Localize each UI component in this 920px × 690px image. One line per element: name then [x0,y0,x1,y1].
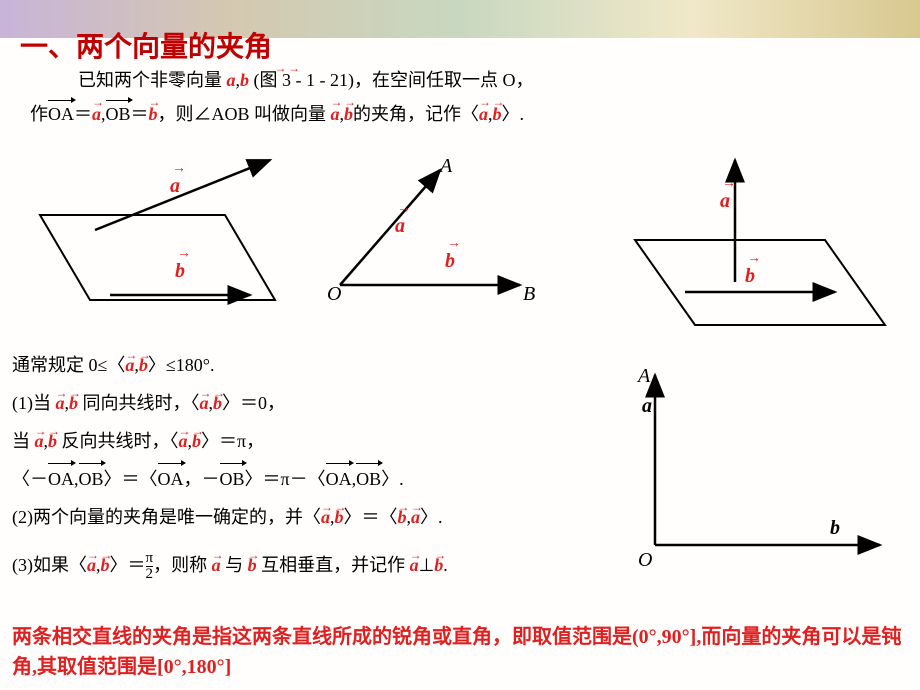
text: 〈－ [12,469,48,489]
vector-ob: OB [220,461,245,497]
text: 〉. [381,469,404,489]
frac-den: 2 [146,566,154,582]
vector-b: b [139,355,148,375]
text: 同向共线时，〈 [78,393,200,413]
text: 的夹角，记作〈 [353,104,479,124]
text: 〉＝0， [222,393,285,413]
figure-1 [15,150,295,330]
fig4-label-a: a [642,395,652,418]
text: 互相垂直，并记作 [257,555,410,575]
vector-b: b [240,70,249,90]
vector-b: b [398,507,407,527]
text: 〉. [502,104,525,124]
vector-b: b [48,431,57,451]
text: 与 [221,555,248,575]
fig3-label-b: b [745,265,755,288]
vector-oa: OA [48,461,74,497]
vector-b: b [101,555,110,575]
fig4-O: O [638,549,652,572]
rule-1a: (1)当 a,b 同向共线时，〈a,b〉＝0， [12,385,448,421]
vector-oa: OA [158,461,184,497]
figure-2 [310,150,550,310]
fig2-label-a: a [395,215,405,238]
vector-a: a [92,104,101,124]
text: 〉. [420,507,443,527]
text: 通常规定 0≤〈 [12,355,125,375]
text: (3)如果〈 [12,555,87,575]
rules-block: 通常规定 0≤〈a,b〉≤180°. (1)当 a,b 同向共线时，〈a,b〉＝… [12,345,448,585]
text: 〉＝π－〈 [245,469,326,489]
fig4-A: A [638,365,650,388]
text: 已知两个非零向量 [78,70,222,90]
vector-a: a [179,431,188,451]
vector-a: a [411,507,420,527]
vector-a: a [35,431,44,451]
vector-a: a [56,393,65,413]
text: 当 [12,431,35,451]
fig4-label-b: b [830,517,840,540]
rule-1b: 当 a,b 反向共线时，〈a,b〉＝π， [12,423,448,459]
text: 〉≤180°. [148,355,215,375]
text: 〉＝π， [201,431,264,451]
footer-note: 两条相交直线的夹角是指这两条直线所成的锐角或直角，即取值范围是(0°,90°],… [12,622,908,682]
fig2-O: O [327,283,341,306]
text: 反向共线时，〈 [57,431,179,451]
vector-a: a [331,104,340,124]
text: ，则∠AOB 叫做向量 [158,104,327,124]
vector-a: a [125,355,134,375]
vector-a: a [321,507,330,527]
text: ，则称 [153,555,212,575]
figure-3 [595,150,905,350]
vector-a: a [410,555,419,575]
frac-num: π [146,550,154,566]
rule-range: 通常规定 0≤〈a,b〉≤180°. [12,347,448,383]
vector-b: b [149,104,158,124]
vector-a: a [227,70,236,90]
vector-b: b [248,555,257,575]
vector-ob: OB [106,98,131,130]
vector-b: b [344,104,353,124]
rule-3: (3)如果〈a,b〉＝π2，则称 a 与 b 互相垂直，并记作 a⊥b. [12,547,448,583]
text: 〉＝ [110,555,146,575]
rule-1c: 〈－OA,OB〉＝〈OA，－OB〉＝π－〈OA,OB〉. [12,461,448,497]
text: (2)两个向量的夹角是唯一确定的，并〈 [12,507,321,527]
vector-oa: OA [48,98,74,130]
intro-line-2: 作OA＝a,OB＝b，则∠AOB 叫做向量 a,b的夹角，记作〈a,b〉. [30,98,900,130]
vector-b: b [493,104,502,124]
vector-b: b [69,393,78,413]
vector-a: a [200,393,209,413]
vector-b: b [213,393,222,413]
vector-b: b [335,507,344,527]
figure-4 [620,360,900,570]
fig1-label-b: b [175,260,185,283]
text: 作 [30,104,48,124]
vector-oa: OA [326,461,352,497]
vector-a: a [212,555,221,575]
intro-line-1: 已知两个非零向量 a,b (图 3 - 1 - 21)，在空间任取一点 O， [30,64,900,96]
text: ，－ [184,469,220,489]
vector-ob: OB [79,461,104,497]
text: (1)当 [12,393,56,413]
text: 〉＝〈 [104,469,158,489]
fig3-label-a: a [720,190,730,213]
vector-a: a [479,104,488,124]
vector-b: b [434,555,443,575]
fig2-label-b: b [445,250,455,273]
fig1-label-a: a [170,175,180,198]
vector-ob: OB [356,461,381,497]
vector-a: a [87,555,96,575]
fig2-A: A [440,155,452,178]
vector-b: b [192,431,201,451]
content-area: 已知两个非零向量 a,b (图 3 - 1 - 21)，在空间任取一点 O， 作… [30,62,900,133]
rule-2: (2)两个向量的夹角是唯一确定的，并〈a,b〉＝〈b,a〉. [12,499,448,535]
fig2-B: B [523,283,535,306]
text: 〉＝〈 [344,507,398,527]
